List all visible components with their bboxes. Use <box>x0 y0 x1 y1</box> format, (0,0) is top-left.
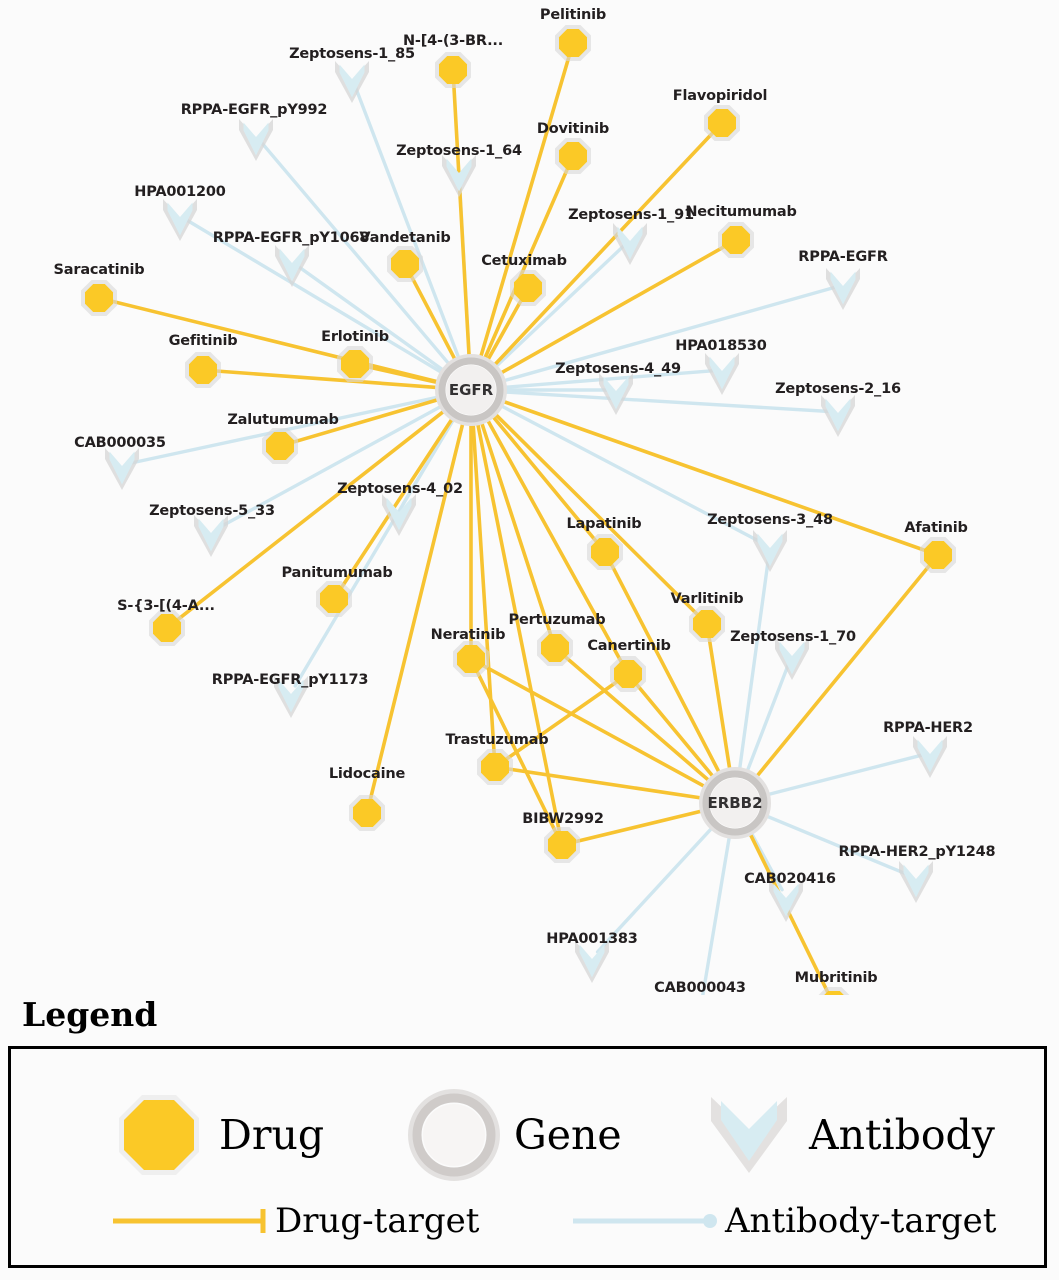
legend-label-antibody: Antibody <box>809 1110 995 1159</box>
drug-node[interactable] <box>149 610 185 646</box>
antibody-node[interactable] <box>913 736 947 778</box>
drug-node[interactable] <box>510 270 546 306</box>
drug-node[interactable] <box>337 346 373 382</box>
legend-item-gene: Gene <box>406 1087 622 1183</box>
drug-node[interactable] <box>610 656 646 692</box>
antibody-node[interactable] <box>194 515 228 557</box>
drug-node[interactable] <box>185 352 221 388</box>
antibody-node[interactable] <box>769 880 803 922</box>
antibody-node[interactable] <box>613 223 647 265</box>
drug-node[interactable] <box>537 630 573 666</box>
drug-node[interactable] <box>718 222 754 258</box>
antibody-node[interactable] <box>826 268 860 310</box>
drug-node[interactable] <box>689 606 725 642</box>
gene-node-label: ERBB2 <box>707 794 763 812</box>
drug-node[interactable] <box>349 795 385 831</box>
legend-label-drug: Drug <box>219 1110 325 1159</box>
antibody-node[interactable] <box>382 494 416 536</box>
drug-node[interactable] <box>555 25 591 61</box>
antibody-node-group <box>105 61 947 983</box>
drug-target-edge-icon <box>113 1209 266 1233</box>
gene-ring-icon <box>408 1089 500 1181</box>
antibody-node[interactable] <box>599 373 633 415</box>
gene-node[interactable] <box>699 767 771 839</box>
drug-node[interactable] <box>704 105 740 141</box>
antibody-node[interactable] <box>775 638 809 680</box>
drug-node[interactable] <box>453 641 489 677</box>
legend-item-drug: Drug <box>111 1087 324 1183</box>
antibody-node[interactable] <box>239 119 273 161</box>
network-graph <box>81 25 956 995</box>
antibody-node[interactable] <box>163 199 197 241</box>
legend-item-drug-target-edge: Drug-target <box>111 1204 479 1238</box>
legend-box: Drug Gene Antibody Drug-target <box>8 1046 1047 1268</box>
antibody-node[interactable] <box>335 61 369 103</box>
legend-title: Legend <box>22 995 158 1034</box>
gene-node-group <box>435 354 771 839</box>
antibody-chevron-icon <box>711 1097 787 1173</box>
drug-node[interactable] <box>262 428 298 464</box>
antibody-node[interactable] <box>275 245 309 287</box>
antibody-node[interactable] <box>753 530 787 572</box>
drug-node[interactable] <box>316 581 352 617</box>
drug-node[interactable] <box>435 52 471 88</box>
antibody-node[interactable] <box>442 155 476 197</box>
antibody-node[interactable] <box>899 861 933 903</box>
drug-node[interactable] <box>555 138 591 174</box>
antibody-target-edge-icon <box>573 1214 717 1228</box>
gene-node[interactable] <box>435 354 507 426</box>
drug-node-group <box>81 25 956 995</box>
legend-label-gene: Gene <box>514 1110 622 1159</box>
drug-node[interactable] <box>544 827 580 863</box>
antibody-node[interactable] <box>105 448 139 490</box>
legend-label-drug-target: Drug-target <box>275 1201 480 1241</box>
legend-item-antibody: Antibody <box>701 1087 995 1183</box>
drug-node[interactable] <box>387 246 423 282</box>
antibody-node[interactable] <box>821 395 855 437</box>
antibody-node[interactable] <box>575 941 609 983</box>
gene-node-label: EGFR <box>448 381 494 399</box>
drug-edge-group <box>105 49 935 995</box>
drug-node[interactable] <box>920 537 956 573</box>
legend-label-antibody-target: Antibody-target <box>725 1201 997 1241</box>
drug-node[interactable] <box>587 534 623 570</box>
antibody-node[interactable] <box>705 353 739 395</box>
drug-node[interactable] <box>816 987 852 995</box>
antibody-node[interactable] <box>274 676 308 718</box>
drug-octagon-icon <box>119 1095 199 1175</box>
legend-item-antibody-target-edge: Antibody-target <box>571 1204 996 1238</box>
antibody-edge-group <box>128 84 924 995</box>
drug-node[interactable] <box>81 280 117 316</box>
drug-node[interactable] <box>477 749 513 785</box>
